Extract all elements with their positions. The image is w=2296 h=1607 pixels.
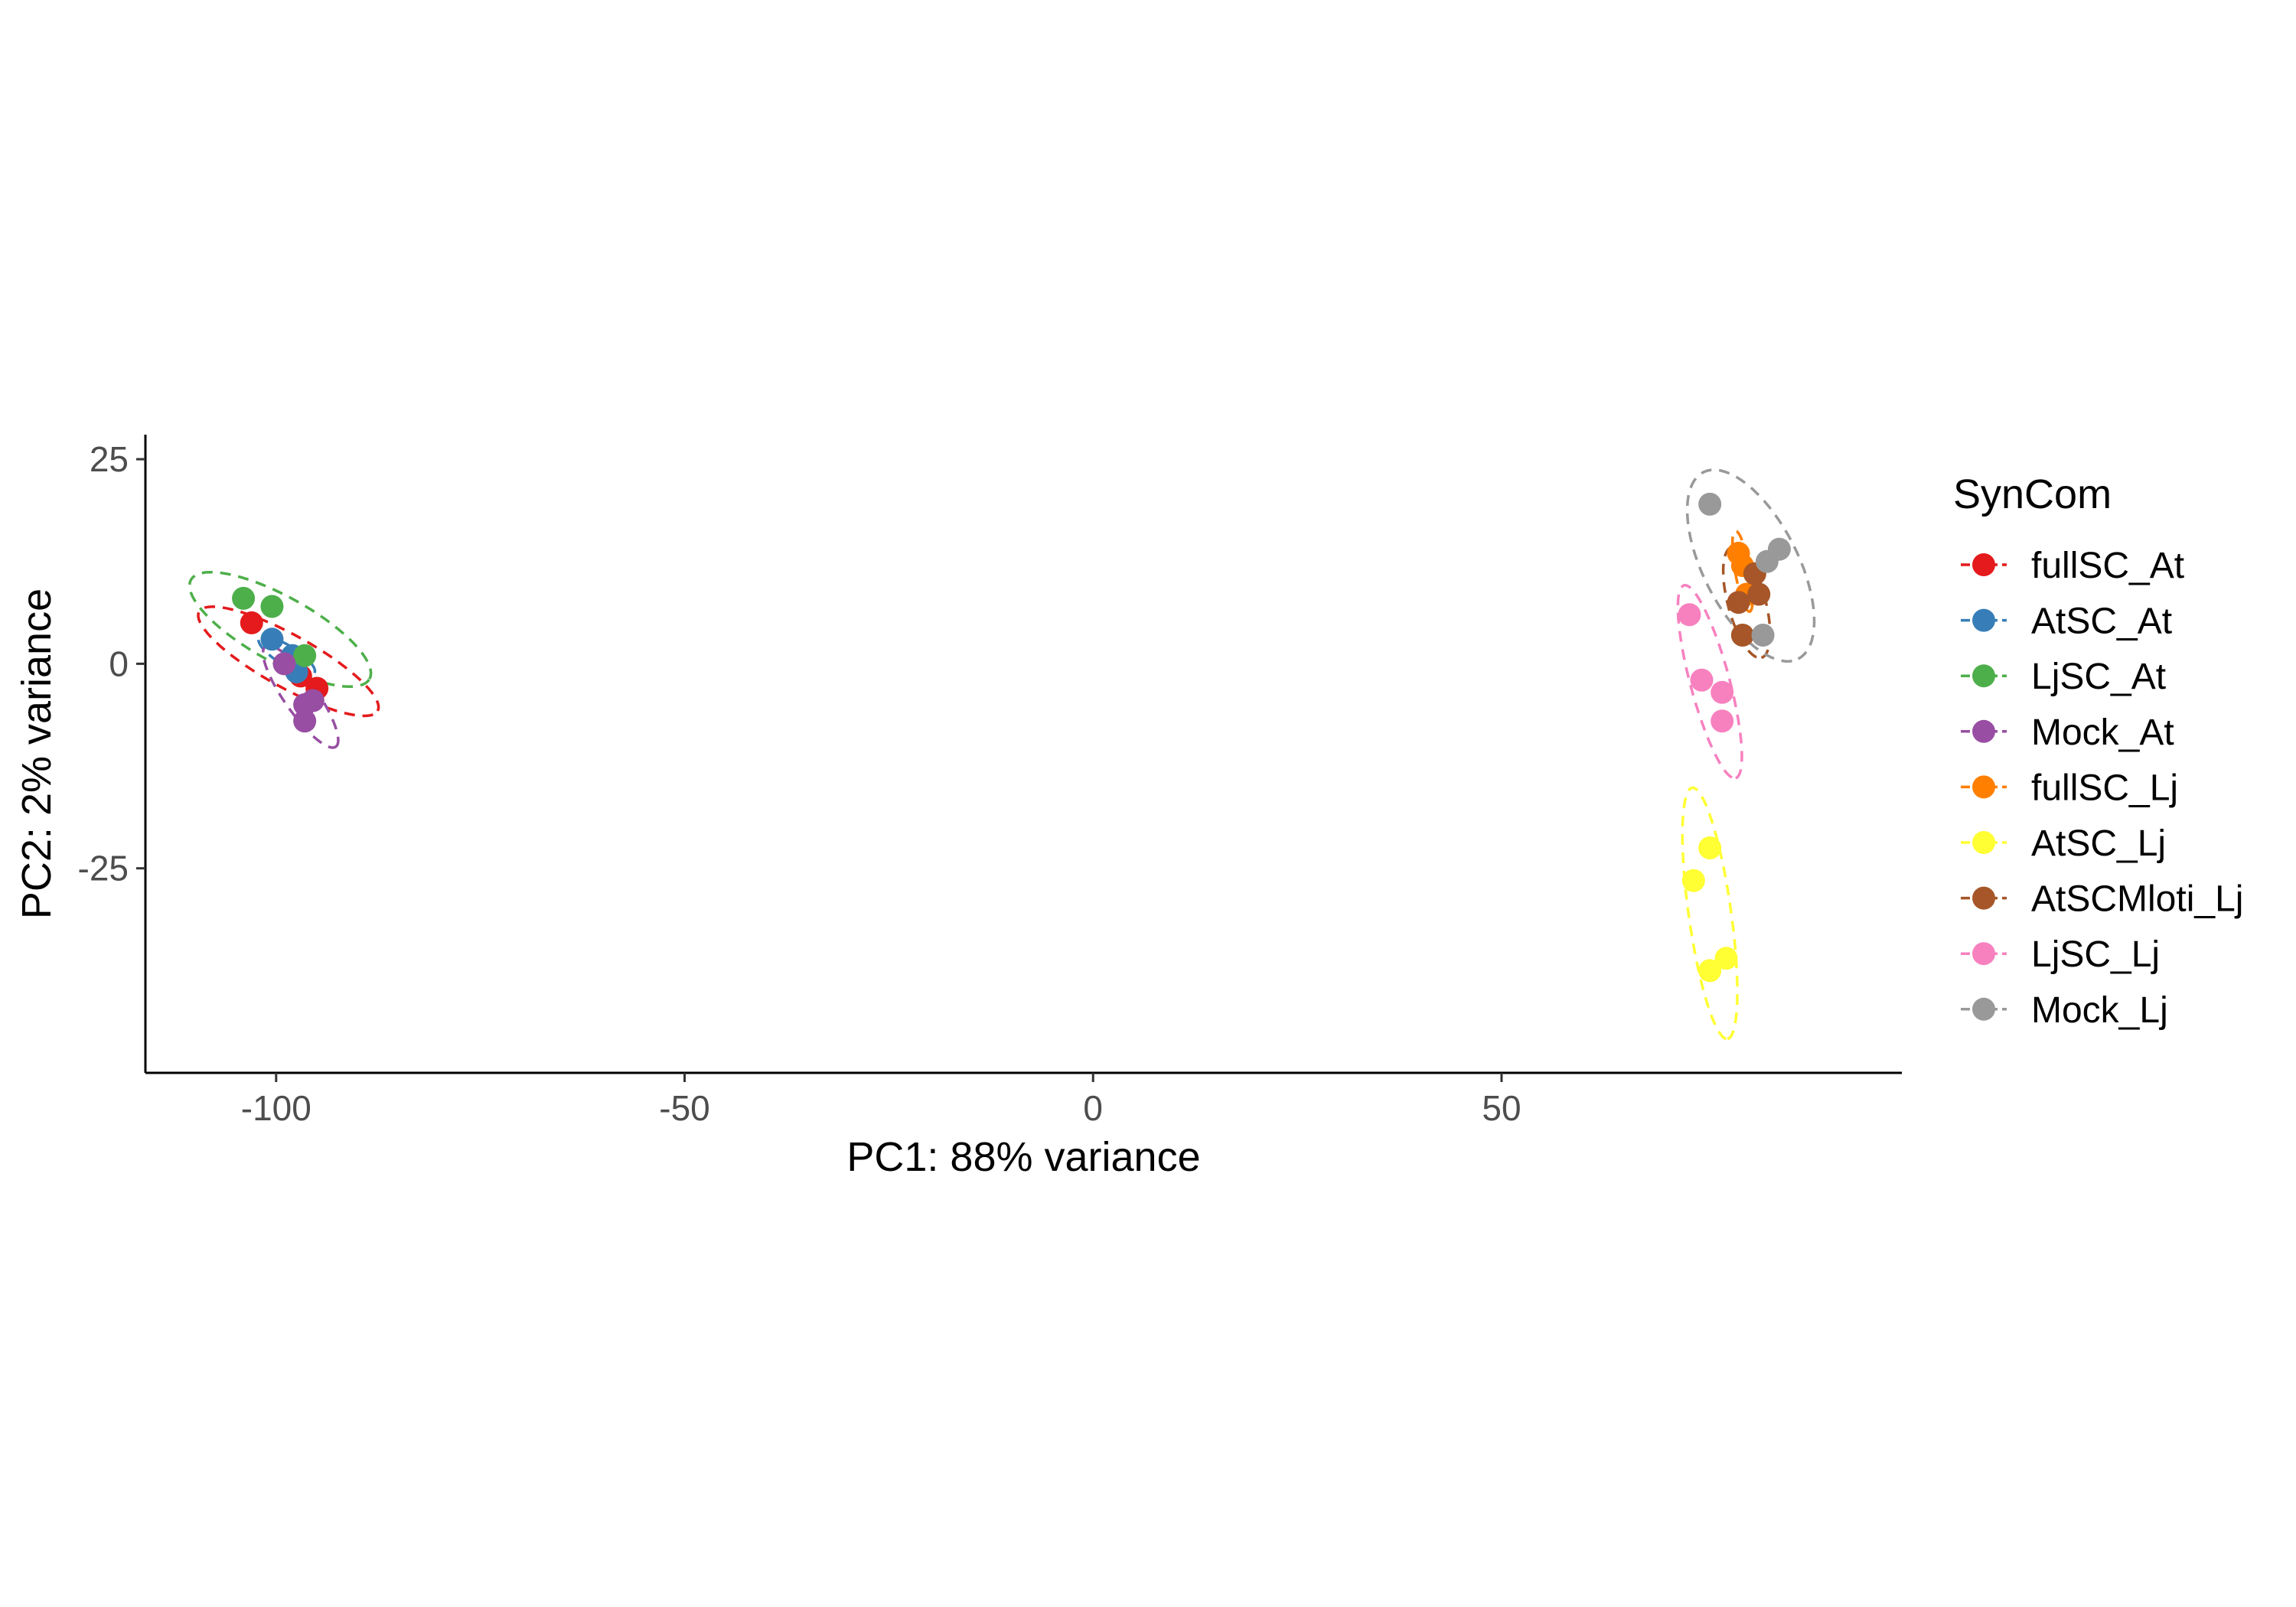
legend-key-dot xyxy=(1972,886,1995,910)
legend-label: fullSC_Lj xyxy=(2031,768,2178,808)
legend-item-Mock_At: Mock_At xyxy=(1961,712,2174,753)
ellipse-AtSC_Lj xyxy=(1681,786,1739,1041)
point-LjSC_At xyxy=(232,586,256,610)
legend-label: fullSC_At xyxy=(2031,546,2184,586)
legend-key-dot xyxy=(1972,664,1995,688)
point-AtSC_Lj xyxy=(1681,869,1705,892)
legend-key-dot xyxy=(1972,719,1995,743)
x-tick-label: 50 xyxy=(1482,1088,1521,1128)
point-AtSC_Lj xyxy=(1714,947,1738,970)
y-tick-label: 25 xyxy=(90,439,129,479)
x-axis-ticks: -100 -50 0 50 xyxy=(241,1073,1521,1128)
y-tick-label: -25 xyxy=(78,849,129,888)
legend-item-AtSC_At: AtSC_At xyxy=(1961,601,2172,642)
legend-label: AtSC_At xyxy=(2031,601,2172,642)
point-LjSC_At xyxy=(293,644,317,667)
point-AtSCMloti_Lj xyxy=(1747,582,1771,606)
legend-item-LjSC_At: LjSC_At xyxy=(1961,657,2166,697)
point-LjSC_Lj xyxy=(1678,603,1701,627)
point-AtSC_Lj xyxy=(1698,836,1722,859)
y-axis-title: PC2: 2% variance xyxy=(14,588,60,919)
legend-key-dot xyxy=(1972,942,1995,966)
point-LjSC_Lj xyxy=(1690,668,1714,692)
point-LjSC_Lj xyxy=(1711,680,1734,704)
legend-label: LjSC_Lj xyxy=(2031,934,2160,975)
point-Mock_At xyxy=(272,652,296,676)
legend-item-LjSC_Lj: LjSC_Lj xyxy=(1961,934,2160,975)
legend-label: Mock_At xyxy=(2031,712,2174,753)
legend-title: SynCom xyxy=(1953,471,2112,517)
point-AtSCMloti_Lj xyxy=(1730,623,1754,647)
legend-label: Mock_Lj xyxy=(2031,990,2168,1031)
y-tick-label: 0 xyxy=(109,644,129,683)
legend-key-dot xyxy=(1972,831,1995,854)
legend-item-fullSC_Lj: fullSC_Lj xyxy=(1961,768,2178,808)
legend-item-AtSC_Lj: AtSC_Lj xyxy=(1961,823,2166,864)
ellipse-LjSC_Lj xyxy=(1676,584,1743,780)
point-Mock_Lj xyxy=(1751,623,1775,647)
y-axis-ticks: -25 0 25 xyxy=(78,439,145,888)
legend-item-Mock_Lj: Mock_Lj xyxy=(1961,990,2168,1031)
point-AtSC_Lj xyxy=(1698,959,1722,983)
point-Mock_Lj xyxy=(1698,492,1722,516)
point-AtSCMloti_Lj xyxy=(1727,591,1750,614)
point-fullSC_At xyxy=(240,611,263,634)
legend-label: AtSC_Lj xyxy=(2031,823,2166,864)
legend-item-AtSCMloti_Lj: AtSCMloti_Lj xyxy=(1961,879,2243,920)
legend-items: fullSC_At AtSC_At LjSC_At Mock_At fullSC_Lj A… xyxy=(1961,546,2243,1031)
x-tick-label: 0 xyxy=(1083,1088,1103,1128)
legend-key-dot xyxy=(1972,997,1995,1021)
axes: -100 -50 0 50 -25 0 25 xyxy=(78,435,1902,1128)
legend-key-dot xyxy=(1972,775,1995,799)
legend: SynCom fullSC_AtAtSC_AtLjSC_AtMock_Atful… xyxy=(1953,471,2243,1031)
legend-label: LjSC_At xyxy=(2031,657,2166,697)
point-Mock_Lj xyxy=(1767,537,1791,561)
data-points xyxy=(232,492,1791,983)
point-LjSC_Lj xyxy=(1711,709,1734,733)
point-Mock_At xyxy=(301,689,325,712)
point-AtSC_At xyxy=(260,627,284,651)
x-tick-label: -100 xyxy=(241,1088,311,1128)
point-LjSC_At xyxy=(260,595,284,618)
confidence-ellipses xyxy=(188,468,1816,1041)
ellipse-fullSC_At xyxy=(197,605,380,718)
x-axis-title: PC1: 88% variance xyxy=(846,1134,1200,1180)
x-tick-label: -50 xyxy=(659,1088,709,1128)
legend-key-dot xyxy=(1972,553,1995,576)
legend-key-dot xyxy=(1972,608,1995,632)
legend-label: AtSCMloti_Lj xyxy=(2031,879,2243,920)
legend-item-fullSC_At: fullSC_At xyxy=(1961,546,2184,586)
point-Mock_At xyxy=(293,709,317,733)
